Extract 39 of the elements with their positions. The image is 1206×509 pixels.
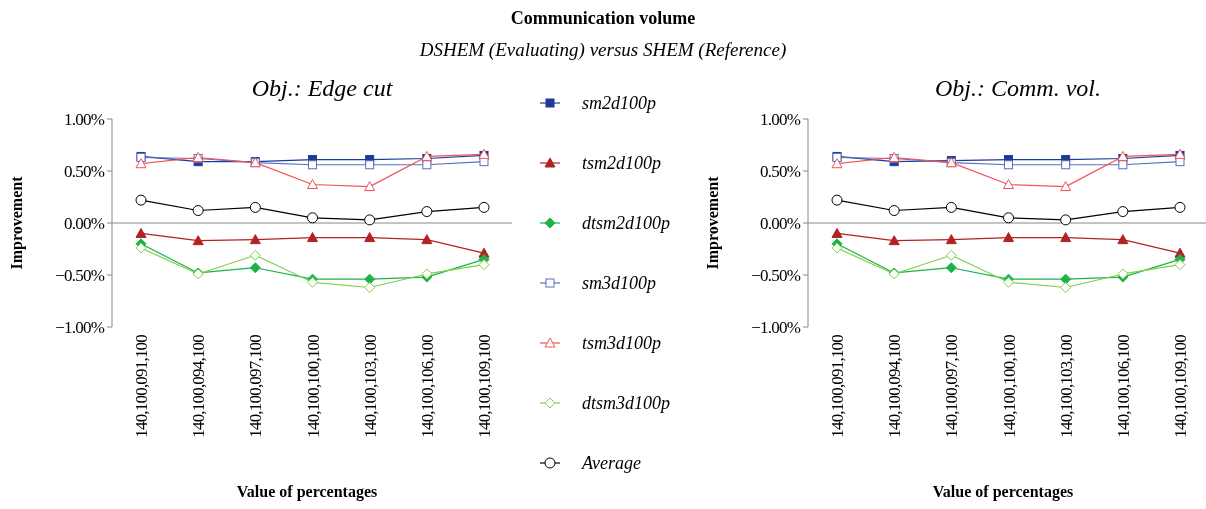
x-tick-label: 140,100,097,100 bbox=[942, 334, 962, 438]
y-tick-label: 0.00% bbox=[64, 213, 105, 233]
x-tick-label: 140,100,091,100 bbox=[132, 334, 151, 438]
y-axis-title: Improvement bbox=[704, 175, 722, 270]
x-tick-label: 140,100,103,100 bbox=[360, 334, 380, 438]
x-tick-label: 140,100,103,100 bbox=[1056, 334, 1076, 438]
x-tick-label: 140,100,094,100 bbox=[885, 334, 905, 438]
chart-title: Obj.: Edge cut bbox=[251, 75, 394, 101]
x-tick-label: 140,100,091,100 bbox=[828, 334, 847, 438]
x-tick-label: 140,100,106,100 bbox=[1113, 334, 1133, 438]
legend-label: tsm3d100p bbox=[582, 333, 662, 354]
x-tick-label: 140,100,109,100 bbox=[475, 334, 494, 438]
legend-label: sm3d100p bbox=[582, 273, 657, 294]
chart-title: Obj.: Comm. vol. bbox=[935, 75, 1101, 101]
x-axis-title: Value of percentages bbox=[932, 483, 1074, 501]
y-tick-label: −1.00% bbox=[55, 317, 105, 337]
x-tick-label: 140,100,097,100 bbox=[246, 334, 266, 438]
x-tick-label: 140,100,109,100 bbox=[1171, 334, 1190, 438]
x-tick-label: 140,100,100,100 bbox=[303, 334, 323, 438]
text: DSHEM (Evaluating) versus SHEM (Reference) bbox=[418, 39, 787, 61]
y-axis-title: Improvement bbox=[8, 175, 26, 270]
x-tick-label: 140,100,094,100 bbox=[189, 334, 209, 438]
legend-label: tsm2d100p bbox=[582, 153, 662, 174]
y-tick-label: 0.50% bbox=[760, 161, 801, 181]
x-tick-label: 140,100,100,100 bbox=[999, 334, 1019, 438]
y-tick-label: 0.00% bbox=[760, 213, 801, 233]
y-tick-label: −1.00% bbox=[751, 317, 801, 337]
legend-label: Average bbox=[581, 453, 641, 474]
y-tick-label: −0.50% bbox=[55, 265, 105, 285]
legend-label: dtsm2d100p bbox=[582, 213, 671, 234]
y-tick-label: −0.50% bbox=[751, 265, 801, 285]
legend-label: dtsm3d100p bbox=[582, 393, 671, 414]
y-tick-label: 1.00% bbox=[64, 109, 105, 129]
x-axis-title: Value of percentages bbox=[236, 483, 378, 501]
text: Communication volume bbox=[510, 8, 696, 28]
legend-label: sm2d100p bbox=[582, 93, 657, 114]
y-tick-label: 0.50% bbox=[64, 161, 105, 181]
x-tick-label: 140,100,106,100 bbox=[417, 334, 437, 438]
y-tick-label: 1.00% bbox=[760, 109, 801, 129]
